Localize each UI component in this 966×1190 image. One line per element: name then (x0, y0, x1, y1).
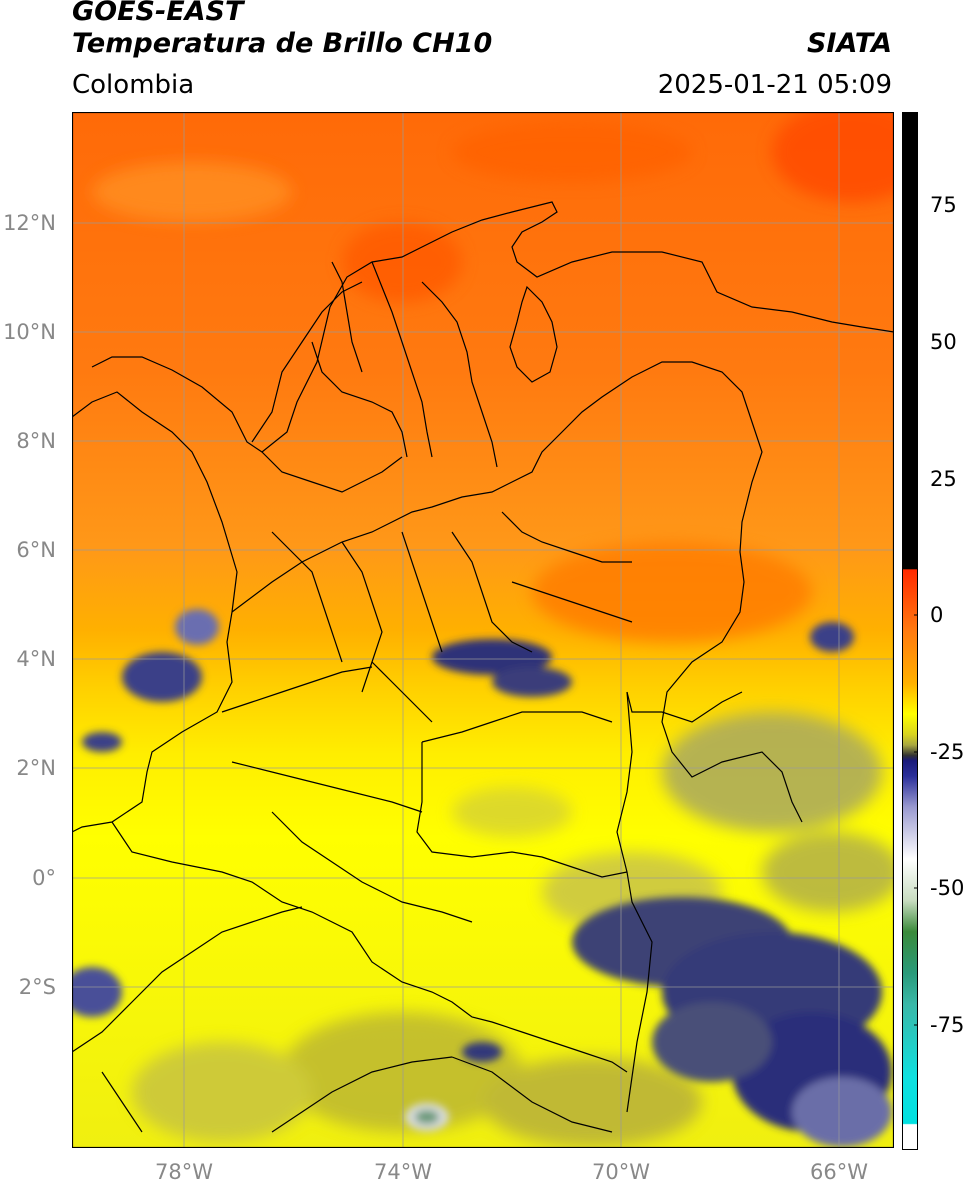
colorbar-tick: 25 (930, 467, 957, 491)
lat-label: 8°N (16, 429, 56, 453)
lat-label: 2°S (18, 975, 56, 999)
colorbar-tick: -75 (930, 1013, 965, 1037)
lon-label: 70°W (592, 1160, 650, 1184)
lat-label: 12°N (3, 211, 56, 235)
colorbar-tick: 0 (930, 603, 944, 627)
colorbar-tick: -50 (930, 876, 965, 900)
colorbar-tick: 75 (930, 193, 957, 217)
lat-label: 6°N (16, 538, 56, 562)
satellite-title: GOES-EAST (72, 0, 244, 27)
satellite-map (72, 112, 894, 1148)
lat-label: 4°N (16, 647, 56, 671)
colorbar-tick: -25 (930, 740, 965, 764)
lat-label: 10°N (3, 320, 56, 344)
datetime-label: 2025-01-21 05:09 (657, 70, 892, 100)
lat-label: 0° (32, 866, 56, 890)
agency-label: SIATA (806, 28, 892, 59)
colorbar (902, 112, 918, 1150)
colorbar-tick: 50 (930, 330, 957, 354)
lon-label: 66°W (810, 1160, 868, 1184)
lon-label: 78°W (155, 1160, 213, 1184)
lat-label: 2°N (16, 756, 56, 780)
product-title: Temperatura de Brillo CH10 (72, 28, 493, 59)
lon-label: 74°W (374, 1160, 432, 1184)
region-label: Colombia (72, 70, 195, 100)
